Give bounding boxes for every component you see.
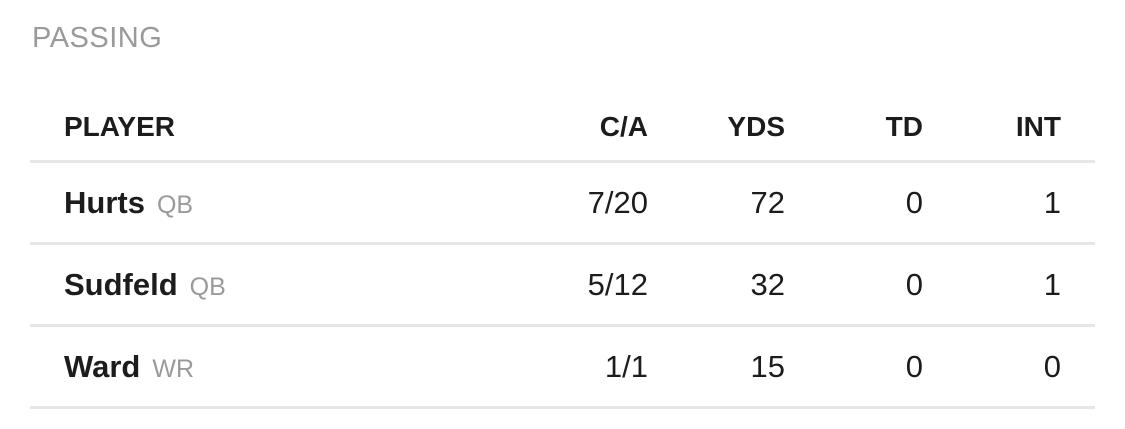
- player-name: Ward: [64, 349, 141, 384]
- stat-cell: 1: [1043, 267, 1061, 302]
- row-divider: [30, 242, 1095, 245]
- header-divider: [30, 160, 1095, 163]
- stat-cell: 1/1: [604, 349, 648, 384]
- player-cell: Ward WR: [64, 347, 194, 387]
- column-header: TD: [885, 111, 923, 142]
- stat-cell: 0: [905, 349, 923, 384]
- player-position: QB: [189, 273, 226, 301]
- column-header: INT: [1015, 111, 1061, 142]
- player-name: Sudfeld: [64, 267, 178, 302]
- stat-cell: 15: [750, 349, 785, 384]
- stat-cell: 0: [905, 267, 923, 302]
- column-header: C/A: [599, 111, 648, 142]
- section-title: PASSING: [32, 22, 163, 54]
- player-position: WR: [152, 355, 195, 383]
- column-header: YDS: [727, 111, 785, 142]
- stat-cell: 1: [1043, 185, 1061, 220]
- stat-cell: 5/12: [587, 267, 648, 302]
- column-header: PLAYER: [64, 111, 176, 142]
- row-divider: [30, 324, 1095, 327]
- player-position: QB: [156, 191, 194, 219]
- stat-cell: 7/20: [587, 185, 648, 220]
- row-divider: [30, 406, 1095, 409]
- player-cell: Hurts QB: [64, 183, 193, 223]
- player-cell: Sudfeld QB: [64, 265, 226, 305]
- stat-cell: 72: [750, 185, 785, 220]
- stat-cell: 0: [1043, 349, 1061, 384]
- stat-cell: 32: [750, 267, 785, 302]
- player-name: Hurts: [64, 185, 145, 220]
- stat-cell: 0: [905, 185, 923, 220]
